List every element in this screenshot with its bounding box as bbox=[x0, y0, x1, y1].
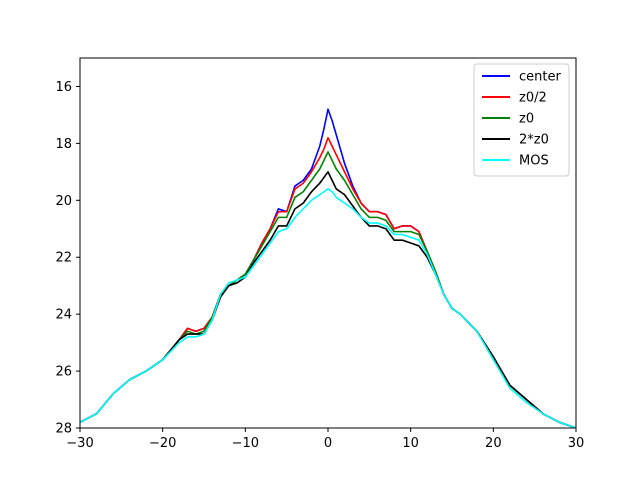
series-layer bbox=[80, 108, 576, 428]
x-tick-label: 0 bbox=[324, 436, 332, 451]
legend-label: z0 bbox=[519, 112, 534, 127]
x-tick-label: 10 bbox=[402, 436, 419, 451]
y-tick-label: 28 bbox=[55, 422, 72, 437]
legend: center z0/2 z0 2*z0 MOS bbox=[473, 63, 570, 177]
y-tick-label: 22 bbox=[55, 251, 72, 266]
y-tick-label: 20 bbox=[55, 194, 72, 209]
legend-label: MOS bbox=[519, 154, 549, 169]
legend-label: 2*z0 bbox=[519, 133, 549, 148]
legend-label: center bbox=[519, 70, 561, 85]
x-tick-label: 30 bbox=[568, 436, 585, 451]
y-axis: 16 18 20 22 24 26 28 bbox=[55, 80, 80, 437]
x-tick-label: 20 bbox=[485, 436, 502, 451]
y-tick-label: 26 bbox=[55, 365, 72, 380]
series-line-4 bbox=[80, 188, 576, 428]
y-tick-label: 16 bbox=[55, 80, 72, 95]
legend-label: z0/2 bbox=[519, 91, 547, 106]
y-tick-label: 24 bbox=[55, 308, 72, 323]
x-tick-label: −10 bbox=[232, 436, 259, 451]
legend-box bbox=[473, 63, 570, 177]
x-tick-label: −30 bbox=[66, 436, 93, 451]
x-axis: −30 −20 −10 0 10 20 30 bbox=[66, 428, 584, 451]
y-tick-label: 18 bbox=[55, 137, 72, 152]
x-tick-label: −20 bbox=[149, 436, 176, 451]
